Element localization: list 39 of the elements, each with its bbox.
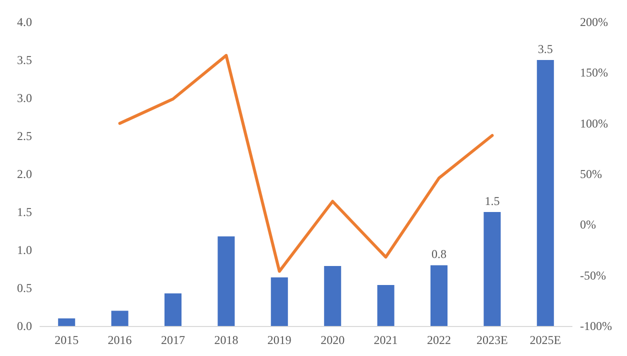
y2-tick-label: -50% [580, 268, 606, 282]
x-tick-label: 2017 [161, 333, 185, 347]
y2-tick-label: 0% [580, 218, 596, 232]
y-tick-label: 3.0 [17, 91, 32, 105]
data-label: 3.5 [538, 42, 553, 56]
bar [270, 277, 288, 326]
y-tick-label: 2.5 [17, 129, 32, 143]
x-tick-label: 2018 [214, 333, 238, 347]
bar [111, 310, 128, 326]
y2-tick-label: 100% [580, 116, 608, 130]
data-label: 1.5 [484, 194, 500, 208]
x-tick-label: 2021 [374, 333, 398, 347]
y-tick-label: 1.0 [17, 243, 32, 257]
bar [430, 265, 448, 326]
x-tick-label: 2025E [530, 333, 562, 347]
x-tick-label: 2023E [476, 333, 508, 347]
bar [484, 212, 501, 326]
x-tick-label: 2019 [267, 333, 292, 347]
y-tick-label: 3.5 [17, 53, 32, 67]
bar [536, 60, 554, 326]
bar [164, 293, 182, 326]
data-label: 0.8 [432, 247, 446, 262]
x-tick-label: 2015 [54, 333, 79, 347]
bar [377, 284, 394, 326]
y-tick-label: 0.5 [17, 281, 32, 295]
y-tick-label: 0.0 [17, 319, 32, 333]
y-tick-label: 1.5 [17, 205, 32, 219]
bar [218, 236, 235, 326]
x-tick-label: 2022 [427, 333, 451, 347]
y-tick-label: 2.0 [17, 167, 32, 181]
y-tick-label: 4.0 [17, 15, 32, 29]
bar [324, 266, 342, 326]
y2-tick-label: 150% [580, 66, 608, 80]
y2-tick-label: 50% [580, 167, 602, 181]
x-tick-label: 2016 [108, 333, 132, 347]
y2-tick-label: 200% [580, 15, 608, 29]
y2-tick-label: -100% [580, 319, 612, 333]
x-tick-label: 2020 [320, 333, 345, 347]
bar [58, 318, 76, 326]
